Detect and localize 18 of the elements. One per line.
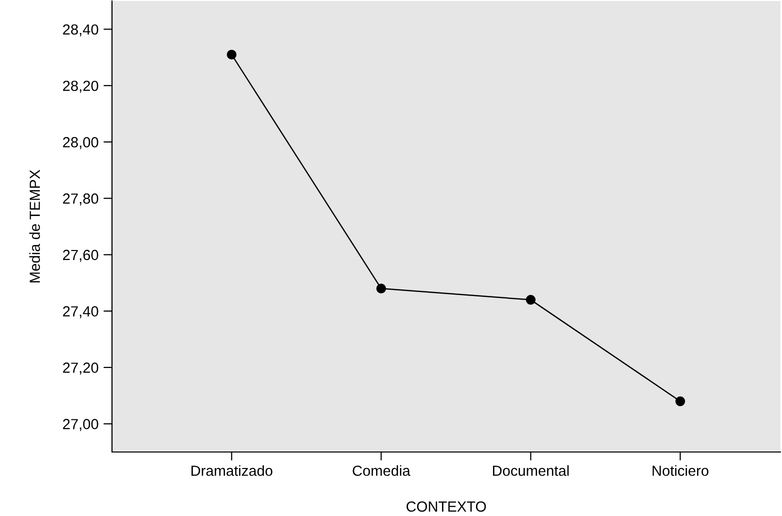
y-tick-label: 27,80 [63, 193, 98, 206]
point [675, 396, 686, 406]
x-tick-label: Noticiero [652, 465, 708, 476]
x-tick-label: Comedia [352, 465, 410, 476]
x-tick-label: Dramatizado [191, 465, 272, 476]
x-axis-title: CONTEXTO [406, 501, 486, 512]
y-tick-label: 28,40 [63, 24, 98, 36]
y-tick-label: 28,20 [63, 80, 98, 93]
y-tick-label: 27,40 [63, 306, 98, 318]
y-axis-title: Media de TEMPX [29, 170, 40, 282]
y-tick-label: 27,60 [63, 250, 98, 262]
point [526, 294, 536, 305]
y-tick-label: 28,00 [63, 137, 98, 150]
y-tick-label: 27,00 [63, 418, 98, 431]
y-tick-label: 27,20 [63, 362, 98, 375]
x-tick-label: Documental [493, 465, 569, 476]
point [376, 284, 386, 294]
point [226, 50, 236, 60]
